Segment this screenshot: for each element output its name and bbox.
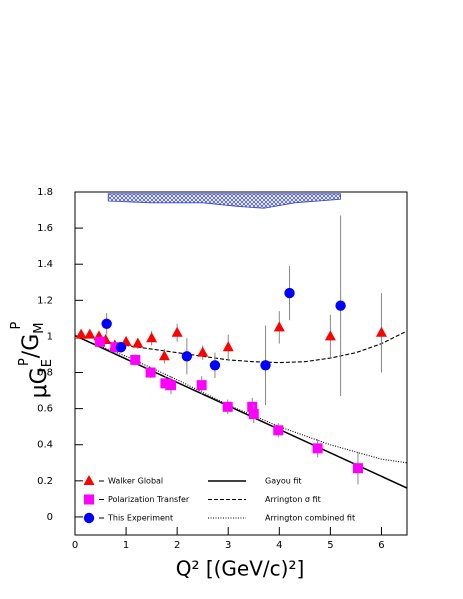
legend-label: Arrington combined fit <box>265 514 355 523</box>
marker-triangle <box>273 321 285 332</box>
marker-triangle <box>132 337 144 348</box>
y-axis-label-part: /G <box>19 334 44 358</box>
marker-triangle <box>197 346 209 357</box>
marker-square <box>247 401 258 412</box>
marker-square <box>196 380 207 391</box>
y-axis-label-part: E <box>40 359 55 367</box>
marker-square <box>110 342 121 353</box>
x-tick-label: 2 <box>174 540 180 551</box>
marker-circle <box>209 360 221 371</box>
marker-circle <box>115 342 127 353</box>
y-axis-label-part: M <box>32 323 47 334</box>
marker-circle <box>335 300 346 311</box>
y-tick-label: 1.8 <box>37 187 53 198</box>
legend-label: Polarization Transfer <box>108 495 190 504</box>
marker-square <box>273 425 284 436</box>
y-tick-label: 0.8 <box>37 368 53 379</box>
marker-square <box>312 443 323 454</box>
x-tick-label: 5 <box>327 540 333 551</box>
y-axis-label-part: P <box>9 322 24 330</box>
error-band <box>107 193 341 209</box>
marker-triangle <box>84 328 96 339</box>
y-axis-label-part: P <box>17 358 32 366</box>
fit-line <box>74 335 408 464</box>
marker-triangle <box>75 328 87 339</box>
legend-label: Walker Global <box>108 477 163 486</box>
legend-label: Arrington σ fit <box>265 495 321 504</box>
y-tick-label: 1.4 <box>37 259 53 270</box>
marker-square <box>145 367 156 378</box>
marker-triangle <box>375 326 387 337</box>
y-tick-label: 1.2 <box>37 295 53 306</box>
x-tick-label: 4 <box>276 540 282 551</box>
x-tick-label: 3 <box>225 540 231 551</box>
y-tick-label: 0 <box>47 512 53 523</box>
marker-square <box>130 354 141 365</box>
y-tick-label: 1.6 <box>37 223 53 234</box>
marker-square <box>222 401 233 412</box>
y-tick-label: 0.2 <box>37 476 53 487</box>
marker-square <box>95 336 106 347</box>
plot-frame <box>74 191 408 536</box>
legend-marker <box>84 494 94 505</box>
x-tick-label: 0 <box>72 540 78 551</box>
legend-label: Gayou fit <box>265 477 302 486</box>
y-tick-label: 1 <box>47 331 53 342</box>
marker-triangle <box>171 326 183 337</box>
x-tick-label: 6 <box>378 540 384 551</box>
marker-circle <box>284 287 295 299</box>
legend-label: This Experiment <box>107 514 173 523</box>
marker-triangle <box>158 350 170 361</box>
marker-circle <box>101 318 112 329</box>
x-tick-label: 1 <box>123 540 129 551</box>
marker-square <box>248 409 259 420</box>
marker-circle <box>181 351 193 362</box>
fit-line <box>95 330 408 364</box>
marker-square <box>160 378 171 389</box>
legend-marker <box>83 512 95 524</box>
y-tick-label: 0.4 <box>37 440 53 451</box>
legend-marker <box>83 475 95 485</box>
marker-square <box>166 380 177 391</box>
marker-triangle <box>324 330 336 341</box>
y-tick-label: 0.6 <box>37 404 53 415</box>
marker-triangle <box>222 341 234 352</box>
marker-triangle <box>146 332 158 343</box>
y-axis-label: μGEP/GMP <box>9 322 56 399</box>
marker-circle <box>260 360 271 371</box>
y-axis-label-part: μG <box>27 367 52 398</box>
marker-square <box>352 463 363 474</box>
x-axis-label: Q² [(GeV/c)²] <box>176 557 305 581</box>
